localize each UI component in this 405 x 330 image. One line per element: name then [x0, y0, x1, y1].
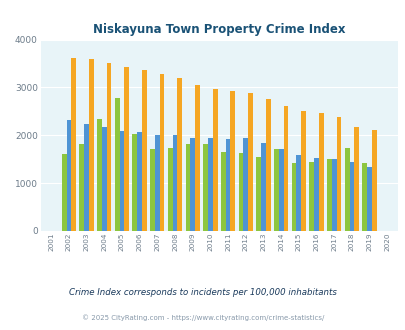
Bar	[115, 98, 119, 231]
Bar	[124, 67, 129, 231]
Bar	[89, 59, 94, 231]
Bar	[265, 99, 270, 231]
Bar	[371, 130, 376, 231]
Bar	[260, 143, 265, 231]
Bar	[331, 159, 336, 231]
Bar	[172, 135, 177, 231]
Bar	[220, 152, 225, 231]
Bar	[301, 111, 305, 231]
Bar	[97, 119, 102, 231]
Bar	[66, 119, 71, 231]
Bar	[132, 134, 137, 231]
Bar	[150, 149, 155, 231]
Bar	[283, 106, 288, 231]
Bar	[256, 157, 260, 231]
Bar	[247, 93, 252, 231]
Bar	[318, 113, 323, 231]
Bar	[142, 70, 147, 231]
Text: © 2025 CityRating.com - https://www.cityrating.com/crime-statistics/: © 2025 CityRating.com - https://www.city…	[82, 314, 323, 321]
Bar	[203, 145, 207, 231]
Bar	[225, 139, 230, 231]
Bar	[354, 127, 358, 231]
Bar	[207, 138, 212, 231]
Bar	[84, 124, 89, 231]
Bar	[291, 163, 296, 231]
Bar	[238, 153, 243, 231]
Bar	[243, 138, 247, 231]
Bar	[177, 78, 182, 231]
Text: Crime Index corresponds to incidents per 100,000 inhabitants: Crime Index corresponds to incidents per…	[69, 287, 336, 297]
Bar	[336, 116, 341, 231]
Bar	[167, 148, 172, 231]
Bar	[362, 163, 366, 231]
Bar	[155, 135, 159, 231]
Bar	[195, 85, 199, 231]
Bar	[366, 167, 371, 231]
Bar	[62, 154, 66, 231]
Bar	[313, 158, 318, 231]
Bar	[230, 91, 234, 231]
Bar	[326, 159, 331, 231]
Bar	[137, 132, 142, 231]
Bar	[190, 138, 195, 231]
Bar	[159, 74, 164, 231]
Bar	[119, 130, 124, 231]
Bar	[212, 89, 217, 231]
Bar	[349, 162, 354, 231]
Bar	[79, 144, 84, 231]
Bar	[71, 58, 76, 231]
Bar	[344, 148, 349, 231]
Bar	[273, 149, 278, 231]
Title: Niskayuna Town Property Crime Index: Niskayuna Town Property Crime Index	[93, 23, 345, 36]
Bar	[278, 149, 283, 231]
Bar	[107, 63, 111, 231]
Bar	[309, 162, 313, 231]
Bar	[185, 144, 190, 231]
Bar	[296, 155, 301, 231]
Bar	[102, 127, 107, 231]
